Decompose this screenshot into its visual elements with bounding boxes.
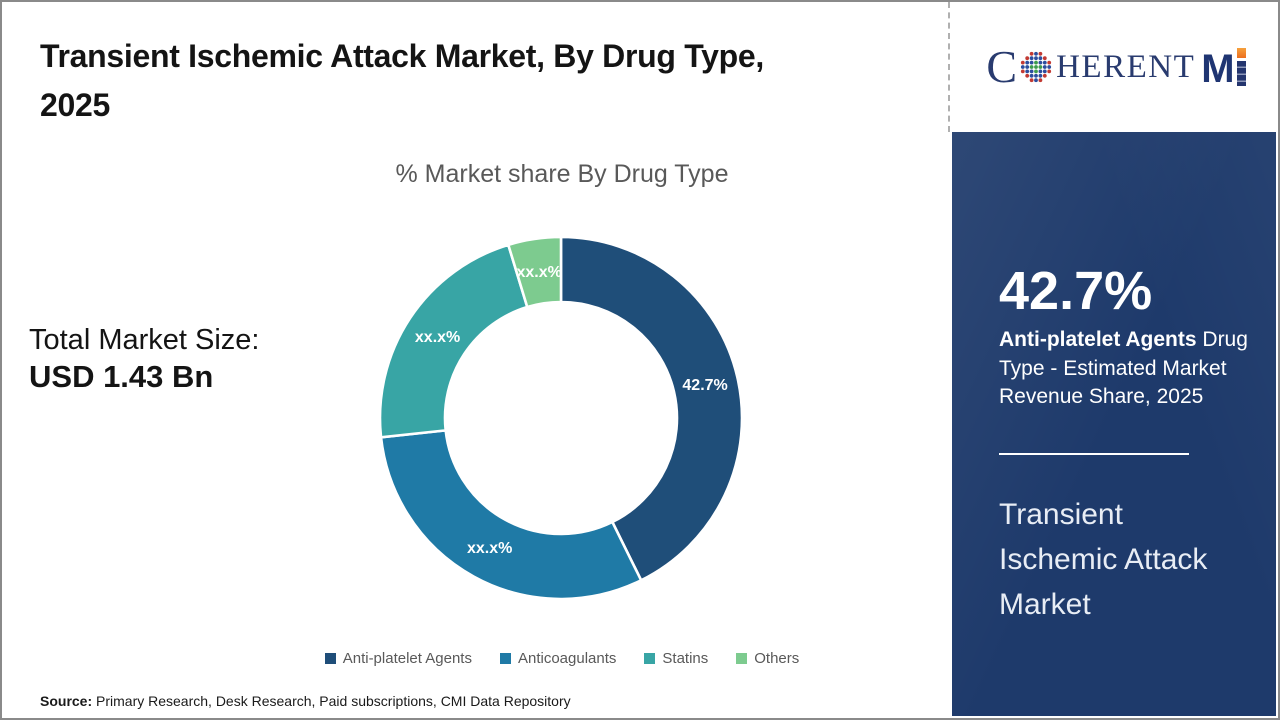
logo-area: C HERENT M bbox=[952, 2, 1278, 132]
panel-market-name: Transient Ischemic Attack Market bbox=[999, 498, 1208, 621]
chart-legend: Anti-platelet Agents Anticoagulants Statin… bbox=[202, 646, 922, 670]
legend-label: Anti-platelet Agents bbox=[342, 649, 472, 667]
source-text: Primary Research, Desk Research, Paid su… bbox=[92, 693, 571, 709]
logo-i-orange-dot-icon bbox=[1236, 48, 1246, 58]
chart-title: % Market share By Drug Type bbox=[395, 160, 729, 188]
donut-segment-label-3: xx.x% bbox=[517, 264, 562, 281]
legend-swatch-icon bbox=[324, 652, 336, 664]
total-market-size: Total Market Size: USD 1.43 Bn bbox=[29, 322, 259, 396]
globe-dots-icon bbox=[1020, 51, 1052, 83]
page-title-line1: Transient Ischemic Attack Market, By Dru… bbox=[40, 38, 764, 74]
header-dashed-divider bbox=[948, 2, 950, 132]
legend-label: Others bbox=[754, 649, 800, 667]
donut-segment-2 bbox=[378, 243, 529, 439]
donut-segment-0 bbox=[559, 235, 744, 583]
logo-letter-c: C bbox=[986, 41, 1018, 92]
logo-i-stem-icon bbox=[1236, 61, 1246, 86]
legend-label: Statins bbox=[662, 649, 709, 667]
donut-segment-label-0: 42.7% bbox=[682, 377, 727, 394]
page-title: Transient Ischemic Attack Market, By Dru… bbox=[40, 32, 920, 130]
source-label: Source: bbox=[40, 693, 93, 709]
highlight-description-bold: Anti-platelet Agents bbox=[999, 328, 1197, 351]
donut-segment-1 bbox=[379, 428, 643, 601]
side-panel: 42.7% Anti-platelet Agents Drug Type - E… bbox=[952, 132, 1276, 716]
panel-divider bbox=[999, 453, 1189, 455]
total-market-size-label: Total Market Size: bbox=[29, 324, 260, 356]
legend-swatch-icon bbox=[644, 652, 656, 664]
source-line: Source: Primary Research, Desk Research,… bbox=[40, 693, 571, 709]
page-title-line2: 2025 bbox=[40, 87, 110, 123]
legend-label: Anticoagulants bbox=[517, 649, 617, 667]
logo-mi-mark: M bbox=[1201, 47, 1246, 92]
highlight-description-rest: Drug Type - Estimated Market Revenue Sha… bbox=[999, 328, 1248, 408]
donut-segment-label-2: xx.x% bbox=[415, 329, 460, 346]
legend-item: Others bbox=[736, 650, 799, 667]
highlight-percentage: 42.7% bbox=[999, 261, 1153, 321]
legend-item: Anti-platelet Agents bbox=[324, 649, 472, 667]
legend-swatch-icon bbox=[499, 652, 511, 664]
legend-item: Anticoagulants bbox=[499, 649, 617, 667]
logo-i-mark bbox=[1236, 48, 1246, 86]
legend-swatch-icon bbox=[736, 652, 748, 664]
highlight-description: Anti-platelet Agents Drug Type - Estimat… bbox=[999, 326, 1253, 412]
coherent-mi-logo: C HERENT M bbox=[986, 41, 1246, 92]
donut-segment-label-1: xx.x% bbox=[467, 540, 512, 557]
logo-letter-m: M bbox=[1201, 47, 1235, 92]
logo-text-herent: HERENT bbox=[1056, 48, 1196, 85]
legend-item: Statins bbox=[644, 650, 708, 667]
total-market-size-value: USD 1.43 Bn bbox=[29, 359, 214, 394]
donut-segment-3 bbox=[506, 235, 563, 309]
donut-chart: 42.7% xx.x% xx.x% xx.x% bbox=[378, 235, 744, 601]
